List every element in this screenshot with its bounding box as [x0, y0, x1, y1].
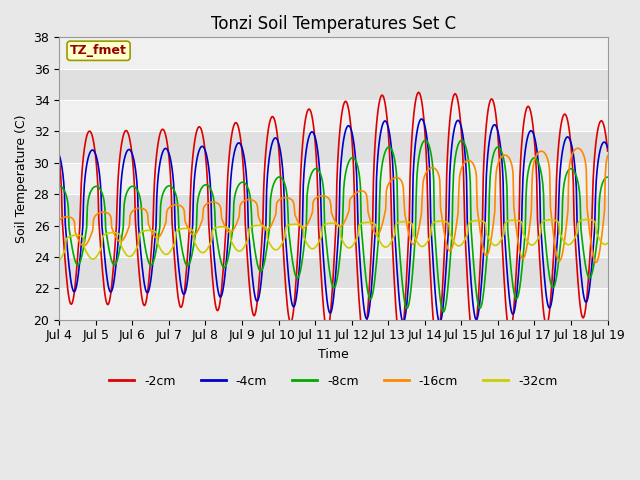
Line: -16cm: -16cm [59, 148, 607, 263]
-8cm [65, 226, 73, 231]
Bar [59, 132, 607, 163]
Text: TZ_fmet: TZ_fmet [70, 44, 127, 57]
-16cm [206, 199, 214, 205]
Line: -4cm: -4cm [59, 119, 607, 323]
Bar [59, 163, 607, 194]
Line: -8cm: -8cm [59, 140, 607, 312]
Bar [59, 257, 607, 288]
-16cm [55, 217, 63, 223]
-32cm [400, 219, 408, 225]
-8cm [422, 137, 429, 143]
-2cm [55, 155, 63, 161]
-2cm [177, 304, 185, 310]
Legend: -2cm, -4cm, -8cm, -16cm, -32cm: -2cm, -4cm, -8cm, -16cm, -32cm [104, 370, 563, 393]
-32cm [177, 226, 185, 232]
Bar [59, 288, 607, 320]
-4cm [604, 145, 611, 151]
-4cm [55, 152, 63, 158]
X-axis label: Time: Time [318, 348, 349, 361]
-4cm [418, 116, 426, 122]
-16cm [574, 145, 582, 151]
Line: -32cm: -32cm [59, 219, 607, 261]
-32cm [122, 251, 129, 256]
-8cm [122, 194, 129, 200]
Bar [59, 69, 607, 100]
-2cm [417, 94, 424, 99]
-16cm [416, 219, 424, 225]
Title: Tonzi Soil Temperatures Set C: Tonzi Soil Temperatures Set C [211, 15, 456, 33]
-8cm [206, 185, 214, 191]
-4cm [65, 264, 73, 269]
-8cm [55, 183, 63, 189]
-32cm [416, 243, 424, 249]
-16cm [593, 260, 600, 265]
-32cm [55, 258, 63, 264]
Bar [59, 226, 607, 257]
Y-axis label: Soil Temperature (C): Soil Temperature (C) [15, 114, 28, 243]
Bar [59, 37, 607, 69]
-4cm [122, 152, 129, 157]
-4cm [436, 320, 444, 325]
-16cm [400, 197, 408, 203]
-32cm [583, 216, 591, 222]
-8cm [416, 148, 424, 154]
-2cm [122, 128, 129, 133]
-4cm [400, 319, 408, 324]
-32cm [65, 234, 73, 240]
-2cm [433, 340, 440, 346]
Line: -2cm: -2cm [59, 92, 607, 343]
-16cm [65, 214, 73, 220]
-4cm [416, 118, 424, 123]
Bar [59, 194, 607, 226]
-16cm [122, 233, 129, 239]
-2cm [604, 148, 611, 154]
-8cm [400, 295, 408, 300]
-2cm [206, 244, 214, 250]
-2cm [415, 89, 422, 95]
-2cm [65, 296, 73, 301]
-2cm [400, 316, 408, 322]
-8cm [604, 174, 611, 180]
-8cm [177, 241, 185, 247]
-32cm [604, 240, 611, 246]
-16cm [604, 153, 611, 158]
-4cm [177, 284, 185, 290]
-4cm [206, 180, 214, 186]
-8cm [440, 309, 447, 315]
-32cm [206, 241, 214, 247]
Bar [59, 100, 607, 132]
-16cm [177, 204, 185, 209]
